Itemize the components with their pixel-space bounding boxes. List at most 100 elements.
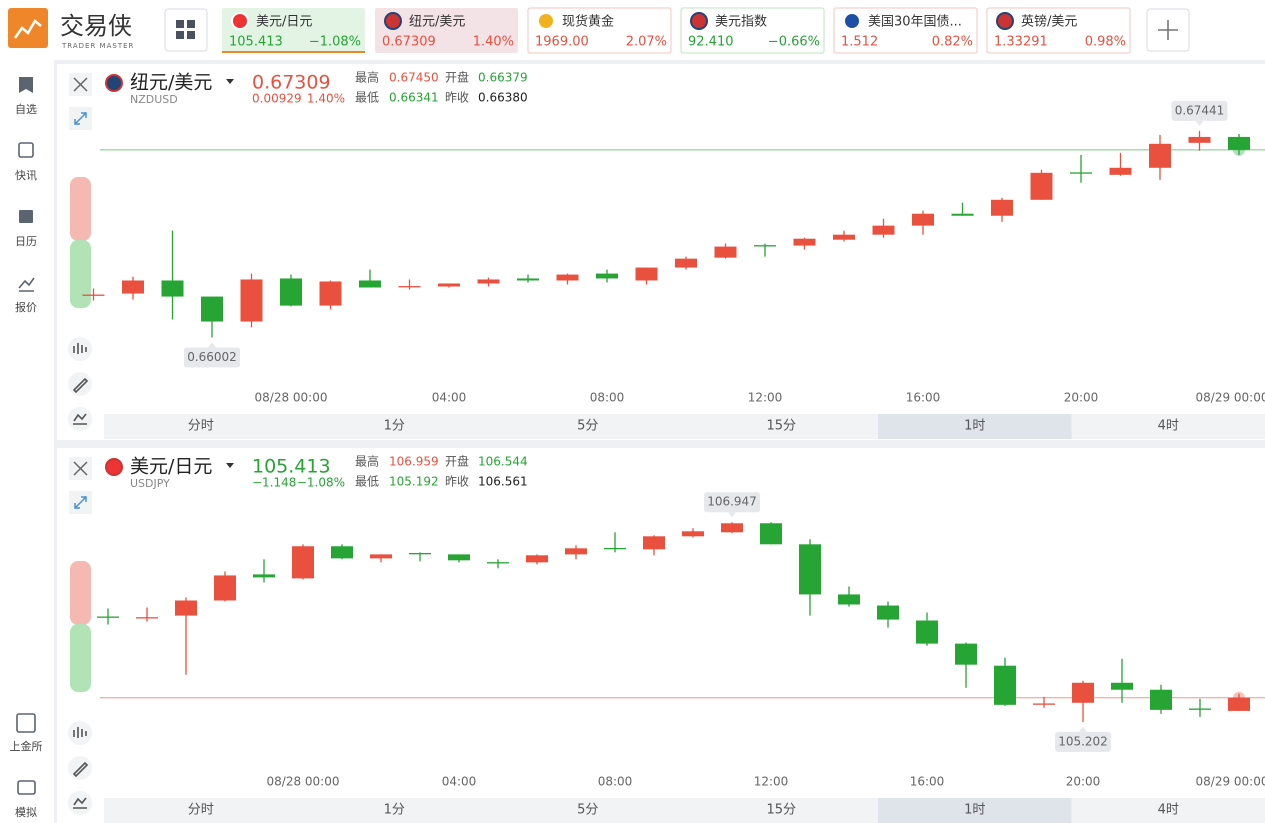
ticker-card[interactable] xyxy=(222,8,365,53)
period-tab-label[interactable]: 15分 xyxy=(766,419,796,434)
extreme-label-pointer xyxy=(1079,726,1087,732)
stat-value: 106.561 xyxy=(478,475,528,489)
news-icon[interactable] xyxy=(18,142,34,158)
ticker-name: 美元/日元 xyxy=(256,15,312,30)
period-tab[interactable] xyxy=(491,798,685,823)
calendar-icon[interactable] xyxy=(19,210,33,223)
period-tab[interactable] xyxy=(878,798,1072,823)
x-tick-label: 04:00 xyxy=(442,775,477,789)
candle-body xyxy=(604,547,626,550)
candle-body xyxy=(477,279,500,284)
candle-body xyxy=(331,546,353,559)
stat-value: 106.544 xyxy=(478,455,528,469)
x-tick-label: 08/29 00:00 xyxy=(1196,775,1265,789)
period-tab[interactable] xyxy=(1071,414,1265,439)
candle-body xyxy=(1033,703,1055,705)
symbol-dropdown[interactable] xyxy=(226,463,234,468)
ticker-price: 0.67309 xyxy=(382,35,436,50)
sge-icon[interactable] xyxy=(16,713,36,733)
candle-body xyxy=(487,562,509,564)
candle-body xyxy=(201,296,223,322)
sidebar-label[interactable]: 上金所 xyxy=(10,739,43,753)
ticker-card[interactable] xyxy=(986,7,1131,54)
quote-icon[interactable] xyxy=(18,277,35,292)
candle-body xyxy=(799,544,821,595)
sidebar-label[interactable]: 快讯 xyxy=(15,169,37,182)
ticker-change: 1.40% xyxy=(473,35,514,50)
logo-mark[interactable] xyxy=(8,8,48,48)
period-tab-label[interactable]: 分时 xyxy=(188,419,214,434)
stat-label: 最低 xyxy=(355,475,379,489)
candle-body xyxy=(409,553,431,555)
period-tab-label[interactable]: 5分 xyxy=(577,803,598,818)
symbol-name: 纽元/美元 xyxy=(130,72,212,94)
period-tab[interactable] xyxy=(878,414,1072,439)
ticker-name: 美国30年国债... xyxy=(868,15,962,30)
candle-body xyxy=(1228,136,1250,150)
ticker-card[interactable] xyxy=(527,7,672,54)
period-tab-label[interactable]: 1分 xyxy=(384,803,405,818)
period-tab-label[interactable]: 5分 xyxy=(577,419,598,434)
ticker-card[interactable] xyxy=(833,7,978,54)
candle-body xyxy=(643,536,665,550)
ticker-card[interactable] xyxy=(375,8,518,53)
logo-subtitle: TRADER MASTER xyxy=(61,42,134,50)
symbol-code: NZDUSD xyxy=(130,93,178,106)
layout-icon xyxy=(176,20,195,39)
stat-label: 开盘 xyxy=(445,70,469,85)
stat-value: 0.67450 xyxy=(389,71,439,85)
sentiment-bar-down xyxy=(70,624,91,692)
extreme-label-box xyxy=(184,347,240,368)
layout-button[interactable] xyxy=(164,8,208,52)
period-tab-label[interactable]: 分时 xyxy=(188,803,214,818)
stat-label: 昨收 xyxy=(445,475,469,489)
symbol-dropdown[interactable] xyxy=(226,79,234,84)
x-tick-label: 08/28 00:00 xyxy=(267,775,340,789)
candle-body xyxy=(1109,167,1132,175)
close-icon xyxy=(73,77,88,92)
period-tab[interactable] xyxy=(684,798,879,823)
period-tab[interactable] xyxy=(1071,798,1265,823)
candle-body xyxy=(161,280,184,297)
x-tick-label: 08/29 00:00 xyxy=(1196,391,1265,405)
chart-tool-button[interactable] xyxy=(68,791,92,815)
ticker-price: 1.33291 xyxy=(994,35,1048,50)
sidebar-label[interactable]: 模拟 xyxy=(15,805,37,819)
symbol-name: 美元/日元 xyxy=(130,456,212,478)
current-price-glow xyxy=(1233,691,1245,704)
period-tab-label[interactable]: 4时 xyxy=(1158,803,1179,818)
period-tab-label[interactable]: 1时 xyxy=(964,803,985,818)
sim-icon[interactable] xyxy=(17,780,36,795)
ticker-card[interactable] xyxy=(680,7,825,54)
period-tab-label[interactable]: 15分 xyxy=(766,803,796,818)
candle-body xyxy=(292,546,314,579)
ticker-flag xyxy=(690,12,708,30)
candle-body xyxy=(1188,136,1211,143)
period-tab[interactable] xyxy=(104,798,298,823)
period-tab-label[interactable]: 1时 xyxy=(964,419,985,434)
period-tab-label[interactable]: 4时 xyxy=(1158,419,1179,434)
period-tab[interactable] xyxy=(297,414,492,439)
chart-tool-button[interactable] xyxy=(68,407,92,431)
candle-body xyxy=(1111,682,1133,690)
x-tick-label: 12:00 xyxy=(748,391,783,405)
candle-body xyxy=(994,665,1016,705)
period-tab[interactable] xyxy=(491,414,685,439)
panel-flag xyxy=(105,74,123,92)
period-tab[interactable] xyxy=(104,414,298,439)
period-tab[interactable] xyxy=(297,798,492,823)
candle-body xyxy=(793,238,816,246)
chart-tool-button[interactable] xyxy=(68,721,92,745)
candle-body xyxy=(916,620,938,644)
expand-icon xyxy=(74,112,87,125)
chart-tool-button[interactable] xyxy=(68,337,92,361)
sidebar-label[interactable]: 自选 xyxy=(15,103,37,116)
period-tab-label[interactable]: 1分 xyxy=(384,419,405,434)
candle-body xyxy=(1072,682,1094,703)
sidebar-label[interactable]: 报价 xyxy=(15,300,37,314)
sidebar-label[interactable]: 日历 xyxy=(15,235,37,248)
ticker-change: 0.82% xyxy=(932,35,973,50)
candle-body xyxy=(951,213,974,216)
watchlist-icon[interactable] xyxy=(19,77,33,93)
period-tab[interactable] xyxy=(684,414,879,439)
